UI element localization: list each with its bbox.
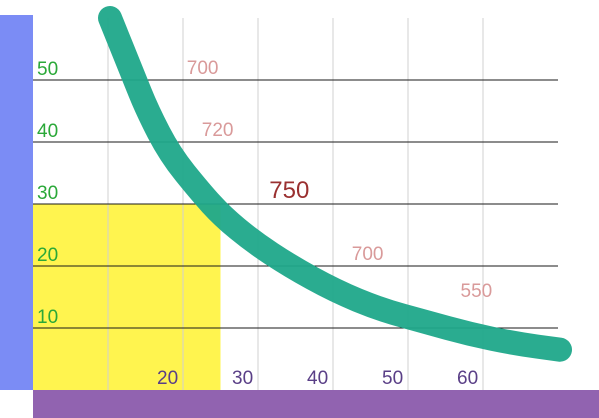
y-tick-label: 40 xyxy=(37,121,58,142)
y-tick-label: 20 xyxy=(37,245,58,266)
annotation-label: 700 xyxy=(187,58,219,79)
x-tick-label: 60 xyxy=(457,368,478,389)
left-axis-bar xyxy=(0,15,33,390)
x-tick-label: 50 xyxy=(382,368,403,389)
y-tick-labels: 10 20 30 40 50 xyxy=(37,59,58,328)
horizontal-gridlines xyxy=(33,79,558,329)
annotation-label: 720 xyxy=(202,120,234,141)
y-tick-label: 10 xyxy=(37,307,58,328)
x-tick-label: 30 xyxy=(232,368,253,389)
x-tick-label: 40 xyxy=(307,368,328,389)
highlight-region xyxy=(33,204,221,390)
series-curve xyxy=(98,6,572,362)
annotation-label: 700 xyxy=(352,244,384,265)
y-tick-label: 50 xyxy=(37,59,58,80)
x-tick-label: 20 xyxy=(157,368,178,389)
bottom-axis-bar xyxy=(33,390,599,418)
annotation-label: 550 xyxy=(461,281,493,302)
annotations: 700 720 750 700 550 xyxy=(187,58,492,302)
x-tick-labels: 20 30 40 50 60 xyxy=(157,368,478,389)
annotation-label: 750 xyxy=(269,177,309,204)
y-tick-label: 30 xyxy=(37,183,58,204)
